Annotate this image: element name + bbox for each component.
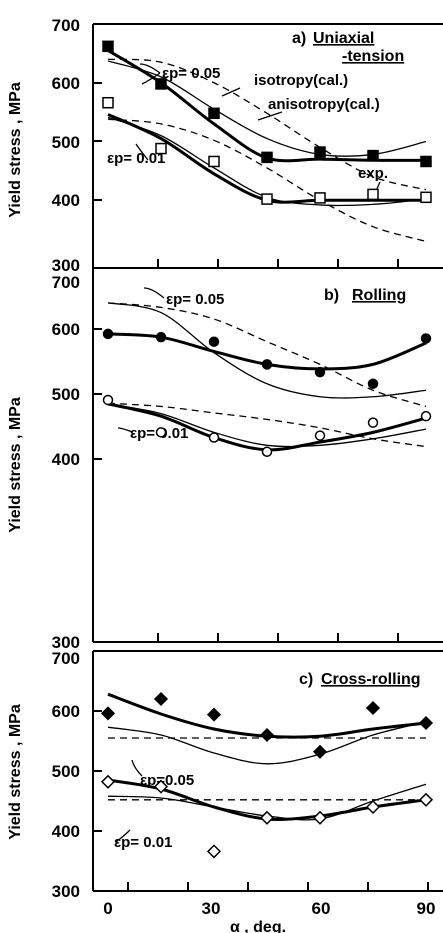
point-b-s1-5: [367, 417, 379, 428]
point-a-s1-1: [155, 142, 167, 155]
point-a-s1-5: [367, 188, 379, 201]
tick-label-a-400: 400: [52, 191, 80, 210]
point-c-s0-0: [100, 706, 116, 721]
ann-a-ep-low: εp= 0.01: [107, 150, 165, 167]
tick-marks: [93, 82, 429, 891]
tick-label-b-500: 500: [52, 385, 80, 404]
point-a-s1-2: [208, 155, 220, 168]
curve-b-dashed-4: [107, 302, 427, 408]
point-a-s1-6: [420, 191, 432, 204]
point-c-s1-1: [153, 779, 169, 794]
point-b-s1-2: [208, 432, 220, 443]
x-tick-label-90: 90: [417, 899, 436, 918]
point-c-s1-3: [259, 810, 275, 825]
tick-label-c-700: 700: [52, 649, 80, 668]
point-a-s0-1: [155, 78, 167, 90]
point-c-s0-6: [418, 715, 434, 731]
plot-c: [100, 691, 434, 859]
tick-label-a-300: 300: [52, 256, 80, 275]
panel-a-frame: [92, 23, 443, 268]
curve-b-thin-3: [107, 302, 427, 399]
y-axis-label-a: Yield stress , MPa: [7, 82, 24, 218]
tick-label-b-600: 600: [52, 320, 80, 339]
point-b-s1-1: [155, 427, 167, 438]
tick-label-b-300: 300: [52, 633, 80, 652]
tick-label-b-400: 400: [52, 450, 80, 469]
annotation-strokes: [115, 63, 381, 843]
point-a-s0-2: [208, 107, 220, 120]
plot-a: [102, 40, 432, 243]
point-c-s1-2: [206, 844, 222, 859]
point-a-s0-3: [261, 151, 273, 164]
ann-b-ep-high: εp= 0.05: [166, 291, 224, 308]
y-axis-label-c: Yield stress , MPa: [7, 704, 24, 840]
point-a-s0-0: [102, 40, 114, 53]
tick-label-c-500: 500: [52, 762, 80, 781]
point-a-s1-0: [102, 96, 114, 109]
point-c-s0-2: [206, 707, 222, 722]
point-b-s1-4: [314, 430, 326, 441]
ann-a-exp: exp.: [358, 165, 388, 182]
tick-label-c-400: 400: [52, 822, 80, 841]
point-b-s0-4: [314, 366, 326, 378]
point-c-s0-4: [312, 744, 328, 759]
tick-label-c-600: 600: [52, 702, 80, 721]
point-a-s0-4: [314, 146, 326, 158]
tick-label-c-300: 300: [52, 882, 80, 901]
ann-a-isotropy: isotropy(cal.): [254, 72, 348, 89]
point-c-s1-0: [100, 774, 116, 789]
panel-b-prefix: b): [324, 287, 339, 304]
point-b-s1-6: [420, 410, 432, 422]
curve-c-thin-3: [107, 721, 427, 765]
point-b-s1-3: [261, 446, 273, 458]
panel-c-prefix: c): [299, 671, 313, 688]
ann-a-anisotropy: anisotropy(cal.): [268, 96, 380, 113]
curve-a-dashed-7: [107, 118, 427, 243]
point-a-s0-5: [367, 149, 379, 162]
point-b-s0-0: [102, 328, 114, 340]
curve-a-dashed-4: [107, 58, 427, 191]
x-tick-label-30: 30: [202, 899, 221, 918]
x-tick-label-0: 0: [103, 899, 112, 918]
point-c-s1-4: [312, 810, 328, 825]
x-tick-label-60: 60: [312, 899, 331, 918]
point-b-s0-3: [261, 359, 273, 370]
curve-b-thin-6: [107, 403, 427, 448]
point-c-s1-5: [365, 799, 381, 815]
y-tick-labels: 700 600 500 400 300 700 600 500 400 300 …: [52, 16, 80, 901]
point-b-s0-6: [420, 333, 432, 344]
panel-c-title: Cross-rolling: [321, 671, 421, 688]
point-a-s1-4: [314, 192, 326, 204]
point-c-s1-6: [418, 792, 434, 807]
tick-label-b-700: 700: [52, 273, 80, 292]
point-c-s0-5: [365, 700, 381, 716]
panel-a-prefix: a): [292, 30, 306, 47]
tick-label-a-500: 500: [52, 133, 80, 152]
panel-a-title-line1: Uniaxial: [313, 30, 374, 47]
ann-c-ep-low: εp= 0.01: [114, 834, 172, 851]
x-tick-labels: 0 30 60 90: [103, 899, 435, 918]
point-c-s0-3: [259, 727, 275, 743]
point-b-s0-1: [155, 331, 167, 343]
panel-b-title: Rolling: [352, 287, 406, 304]
point-a-s0-6: [420, 155, 432, 168]
y-axis-label-b: Yield stress , MPa: [7, 397, 24, 533]
point-a-s1-3: [261, 193, 273, 205]
panel-b-frame: [92, 267, 443, 643]
point-c-s0-1: [153, 691, 169, 707]
ann-a-ep-high: εp= 0.05: [162, 65, 220, 82]
point-b-s1-0: [102, 394, 114, 406]
x-axis-label: α , deg.: [230, 919, 286, 933]
tick-label-a-600: 600: [52, 74, 80, 93]
ann-c-ep-high: εp=0.05: [140, 772, 194, 789]
point-b-s0-5: [367, 378, 379, 390]
panel-a-title-line2: -tension: [342, 48, 404, 65]
tick-label-a-700: 700: [52, 16, 80, 35]
point-b-s0-2: [208, 336, 220, 347]
plot-b: [102, 302, 432, 458]
